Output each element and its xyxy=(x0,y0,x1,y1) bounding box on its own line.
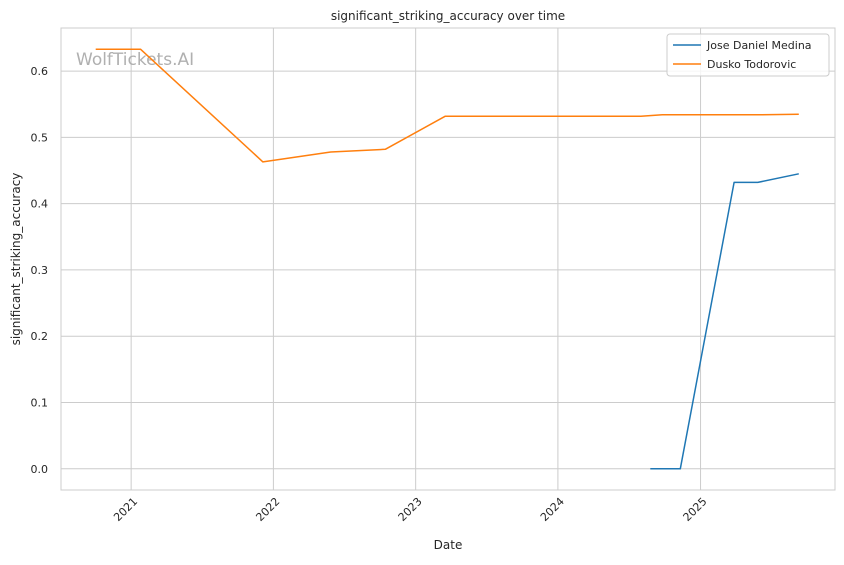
y-tick-label: 0.5 xyxy=(31,131,49,144)
y-tick-label: 0.1 xyxy=(31,397,49,410)
series-layer xyxy=(95,48,799,470)
y-tick-label: 0.6 xyxy=(31,65,49,78)
series-line-jose-daniel-medina xyxy=(650,173,799,470)
chart-title: significant_striking_accuracy over time xyxy=(331,9,565,23)
x-axis-label: Date xyxy=(434,538,463,552)
plot-frame xyxy=(60,27,836,491)
legend-label: Dusko Todorovic xyxy=(707,58,796,71)
y-tick-label: 0.0 xyxy=(31,463,49,476)
y-tick-label: 0.3 xyxy=(31,264,49,277)
series-line-dusko-todorovic xyxy=(95,48,799,163)
legend-label: Jose Daniel Medina xyxy=(706,39,812,52)
y-tick-label: 0.2 xyxy=(31,330,49,343)
y-axis-ticks: 0.0 0.1 0.2 0.3 0.4 0.5 0.6 xyxy=(31,65,49,476)
legend: Jose Daniel Medina Dusko Todorovic xyxy=(666,33,830,77)
watermark: WolfTickets.AI xyxy=(76,50,194,70)
y-axis-label: significant_striking_accuracy xyxy=(9,173,23,346)
legend-box xyxy=(666,33,830,77)
x-gridlines xyxy=(130,28,702,490)
y-tick-label: 0.4 xyxy=(31,198,49,211)
